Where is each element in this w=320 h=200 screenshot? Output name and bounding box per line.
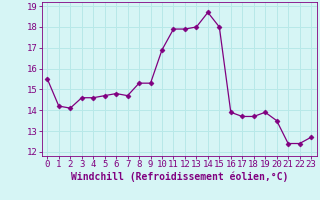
X-axis label: Windchill (Refroidissement éolien,°C): Windchill (Refroidissement éolien,°C) xyxy=(70,172,288,182)
